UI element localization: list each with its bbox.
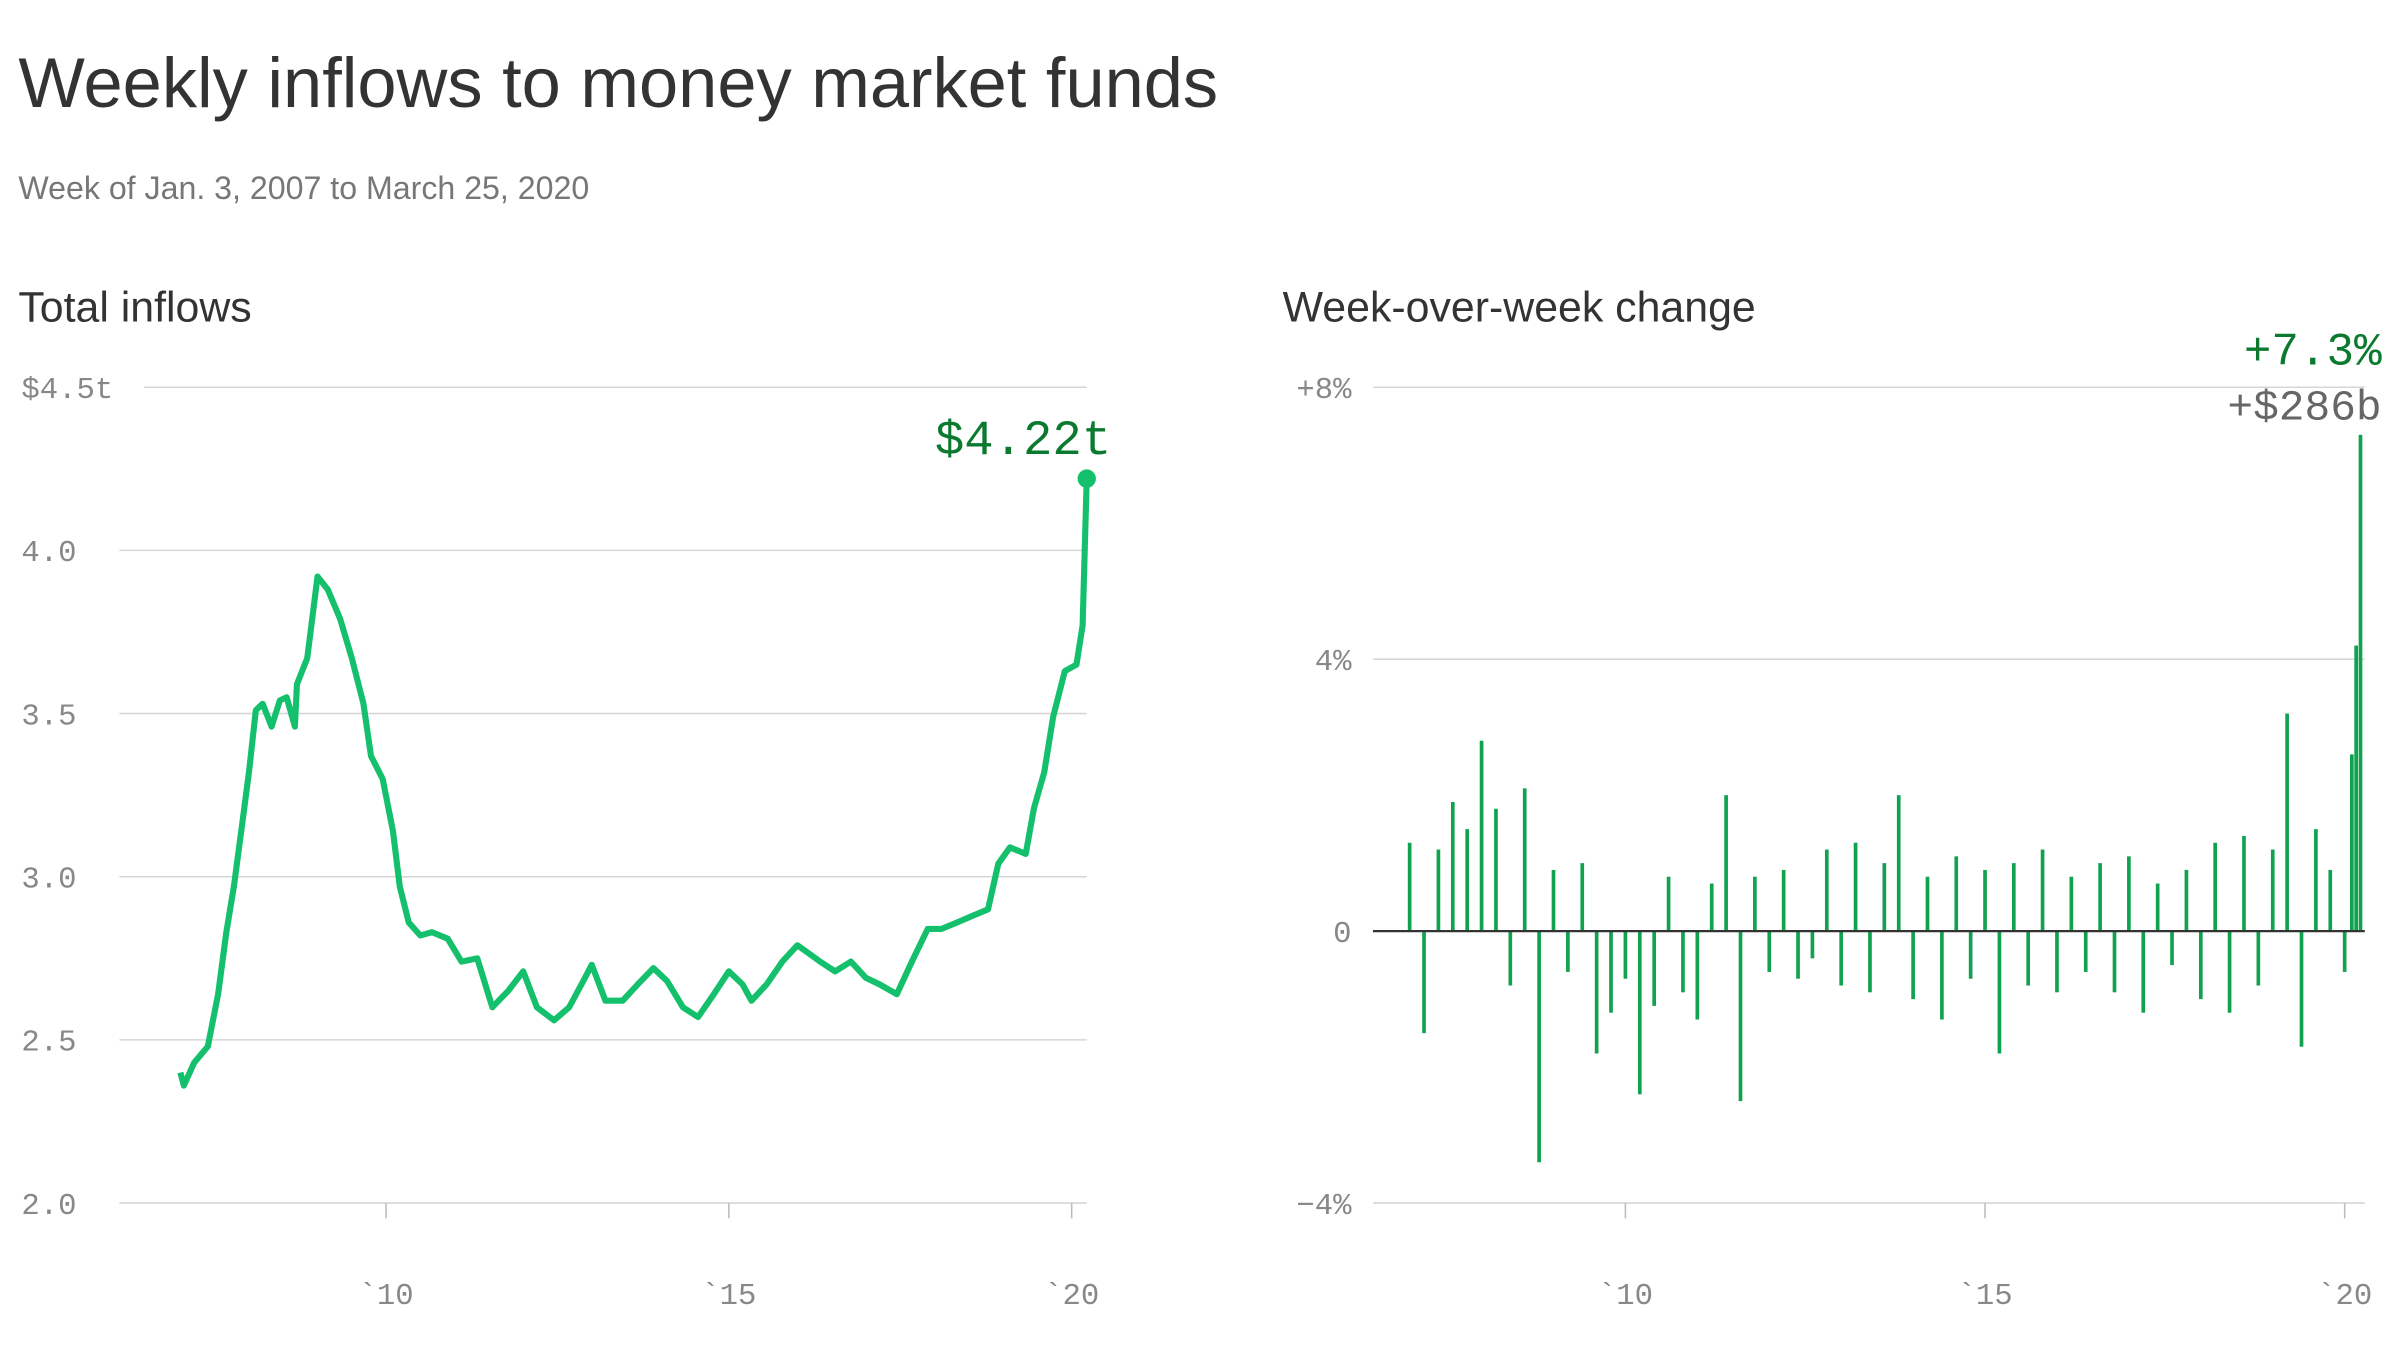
- end-dot: [1077, 469, 1096, 488]
- bar: [2314, 829, 2318, 932]
- bar: [2227, 931, 2232, 1013]
- bar: [2170, 931, 2174, 966]
- bar: [1810, 931, 1815, 959]
- bar: [1911, 931, 1915, 1000]
- y-tick-label: 3.5: [21, 700, 76, 734]
- bar: [2299, 931, 2304, 1047]
- bar: [1407, 842, 1412, 932]
- bar: [2328, 869, 2333, 932]
- y-tick-label: −4%: [1296, 1190, 1352, 1224]
- x-tick-label: `10: [1598, 1280, 1653, 1314]
- bar: [1594, 931, 1599, 1054]
- bar: [1566, 931, 1570, 972]
- bar: [2354, 645, 2359, 932]
- bar: [1508, 931, 1513, 986]
- bar: [1868, 931, 1872, 993]
- y-tick-label: 0: [1333, 918, 1351, 952]
- bar: [1652, 931, 1657, 1006]
- y-tick-label: +8%: [1296, 374, 1352, 408]
- bar: [1781, 869, 1786, 932]
- subtitle: Week of Jan. 3, 2007 to March 25, 2020: [18, 170, 589, 206]
- bar: [1940, 931, 1944, 1020]
- bar: [2350, 754, 2354, 932]
- annotation: +7.3%: [2244, 326, 2382, 378]
- bar: [1681, 931, 1685, 993]
- bar: [2213, 842, 2218, 932]
- bar: [2055, 931, 2059, 993]
- bar: [2342, 931, 2347, 972]
- bar: [1839, 931, 1844, 986]
- bar: [2026, 931, 2031, 986]
- bar: [1623, 931, 1628, 979]
- bar: [2285, 713, 2289, 932]
- x-tick-label: `20: [1044, 1280, 1099, 1314]
- bar: [1925, 876, 1930, 932]
- bar: [1997, 931, 2002, 1054]
- bar: [1853, 842, 1858, 932]
- bar: [2083, 931, 2088, 972]
- bar: [2011, 863, 2016, 932]
- panel-title: Total inflows: [18, 283, 251, 331]
- y-tick-label: 4%: [1315, 646, 1352, 680]
- bar: [1882, 863, 1887, 932]
- bar: [1666, 876, 1671, 932]
- bar: [2198, 931, 2203, 1000]
- bar: [1954, 856, 1959, 932]
- title: Weekly inflows to money market funds: [18, 43, 1218, 122]
- bar: [1537, 931, 1541, 1163]
- bar: [2256, 931, 2261, 986]
- bar: [1637, 931, 1642, 1095]
- bar: [2112, 931, 2117, 993]
- y-tick-label: 2.0: [21, 1190, 76, 1224]
- y-tick-label: $4.5t: [21, 374, 113, 408]
- bar: [1479, 740, 1484, 932]
- bar: [2069, 876, 2074, 932]
- bar: [1738, 931, 1743, 1102]
- panel-title: Week-over-week change: [1283, 283, 1756, 331]
- bar: [1494, 808, 1498, 932]
- annotation-sub: +$286b: [2227, 383, 2381, 432]
- y-tick-label: 2.5: [21, 1027, 76, 1061]
- bar: [1753, 876, 1757, 932]
- x-tick-label: `10: [359, 1280, 414, 1314]
- bar: [1609, 931, 1613, 1013]
- bar: [1450, 801, 1455, 932]
- bar: [2098, 863, 2102, 932]
- bar: [1896, 795, 1901, 932]
- bar: [1422, 931, 1426, 1034]
- bar: [2127, 856, 2131, 932]
- bar: [2184, 869, 2189, 932]
- x-tick-label: `15: [701, 1280, 756, 1314]
- y-tick-label: 3.0: [21, 863, 76, 897]
- line: [177, 478, 1090, 1089]
- bar: [1436, 849, 1441, 932]
- bar: [1522, 788, 1527, 932]
- bar: [1724, 795, 1728, 932]
- bar: [1767, 931, 1772, 972]
- bar: [2242, 835, 2246, 932]
- bar: [2270, 849, 2275, 932]
- bar: [2358, 434, 2363, 932]
- x-tick-label: `15: [1957, 1280, 2012, 1314]
- bar: [2155, 883, 2160, 932]
- bar: [1824, 849, 1829, 932]
- bar: [1695, 931, 1700, 1020]
- bar: [1551, 869, 1556, 932]
- bar: [1580, 863, 1585, 932]
- bar: [1465, 829, 1470, 932]
- bar: [1709, 883, 1714, 932]
- bar: [2141, 931, 2146, 1013]
- annotation: $4.22t: [935, 413, 1111, 469]
- bar: [1796, 931, 1800, 979]
- bar: [2040, 849, 2045, 932]
- bar: [1983, 869, 1987, 932]
- y-tick-label: 4.0: [21, 537, 76, 571]
- bar: [1968, 931, 1973, 979]
- x-tick-label: `20: [2317, 1280, 2372, 1314]
